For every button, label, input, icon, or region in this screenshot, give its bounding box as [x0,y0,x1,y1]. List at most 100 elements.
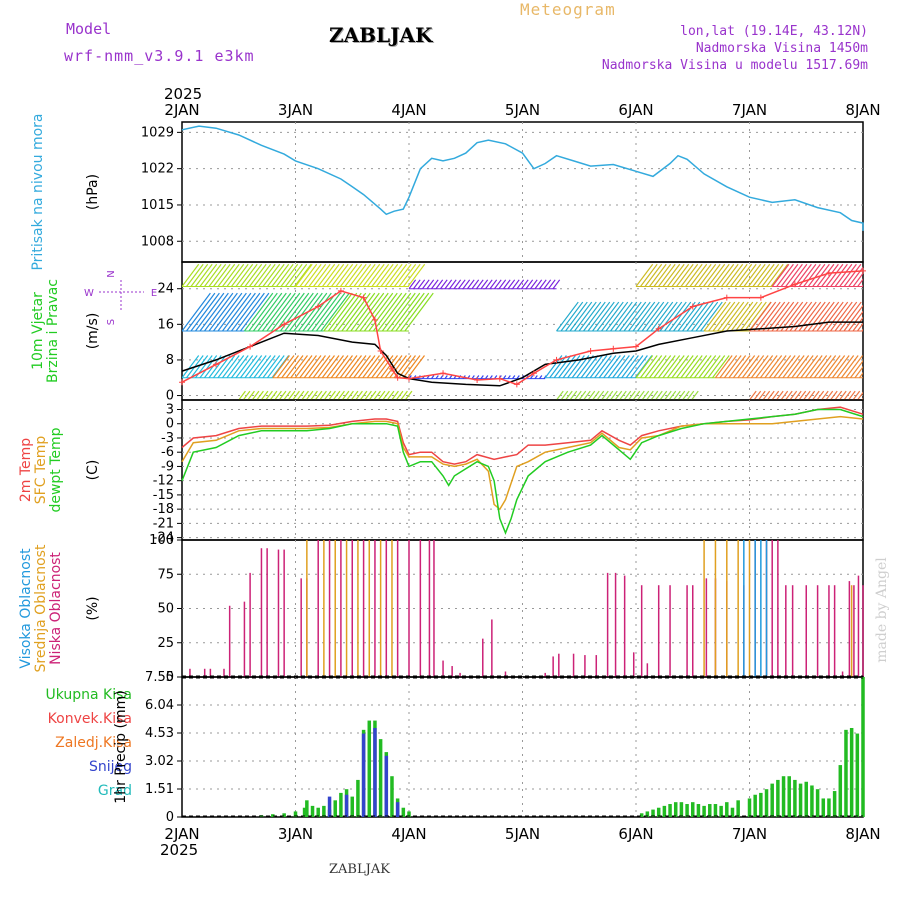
wind-barb [614,390,623,400]
precip-legend-label: Snijeg [89,759,132,775]
gust-marker [825,270,832,277]
wind-barb [749,301,772,332]
cloud-bar [850,585,853,677]
wind-barb [321,355,340,379]
compass-east: E [151,288,157,299]
gust-marker [513,381,520,388]
wind-barb [694,355,712,379]
wind-barb [182,292,211,332]
wind-barb [285,355,304,379]
precip-bar [781,776,786,817]
wind-barb [743,263,762,287]
time-label-top: 2JAN [164,101,199,119]
precip-bar [316,807,320,817]
cloud-bar [203,668,206,677]
precip-bar [639,813,644,817]
wind-barb [247,390,255,400]
wind-barb [712,301,736,332]
wind-barb [668,301,692,332]
wind-barb [272,355,290,379]
wind-barb [596,390,605,400]
wind-barb [208,263,227,287]
cloud-bar [640,585,643,677]
wind-barb [382,390,390,400]
wind-barb [634,355,653,379]
wind-axis-label: Brzina i Pravac [45,279,61,383]
wind-barb [413,279,421,290]
wind-barb [322,263,340,287]
wind-barb [435,279,444,290]
wind-barb [807,263,826,287]
cloud-bar [451,666,453,677]
wind-barb [601,301,624,332]
wind-barb [489,279,498,290]
wind-barb [516,375,520,379]
cloud-bar [614,572,617,677]
wind-barb [242,390,251,400]
cloud-axis-label: Srednja Oblacnost [33,544,49,672]
wind-barb [190,355,209,379]
wind-barb [791,355,810,379]
precip-bar [787,776,791,817]
y-tick-label: 100 [149,533,174,548]
gust-marker [337,287,344,294]
wind-barb [271,263,290,287]
wind-barb [326,263,345,287]
wind-barb [821,263,839,287]
wind-barb [235,292,265,332]
precip-bar [804,781,808,817]
precip-bar [753,794,757,817]
wind-barb [199,263,218,287]
y-tick-label: 6.04 [145,698,174,713]
gust-marker [655,325,662,332]
wind-barb [592,301,615,332]
cloud-bar [857,575,860,677]
precip-bar [344,794,349,817]
wind-barb [776,263,794,287]
wind-barb [839,390,847,400]
wind-barb [780,263,799,287]
cloud-bar [260,548,263,677]
wind-barb [767,390,775,400]
gust-marker [406,375,412,382]
model-altitude-info: Nadmorska Visina u modelu 1517.69m [601,58,868,73]
wind-barb [707,355,726,379]
time-label-top: 8JAN [845,101,880,119]
precip-bar [776,779,780,817]
temperature-unit-label: (C) [85,460,101,481]
precip-bar [747,798,752,817]
y-tick-label: -15 [153,488,174,503]
wind-barb [676,355,694,379]
precip-bar [855,733,860,817]
wind-barb [543,279,552,290]
wind-barb [313,263,331,287]
wind-barb [288,292,319,332]
wind-barb [306,292,337,332]
y-tick-label: 24 [157,282,174,297]
wind-barb [635,263,654,287]
wind-barb [746,355,765,379]
y-tick-label: 1015 [141,198,174,213]
wind-barb [422,279,430,290]
cloud-bar [351,540,353,677]
wind-barb [776,301,799,332]
time-label-bottom: 5JAN [505,825,540,843]
time-label-top: 6JAN [618,101,653,119]
wind-barb [827,355,846,379]
wind-barb [226,263,245,287]
cloud-axis-label: Visoka Oblacnost [18,548,34,669]
wind-barb [217,355,236,379]
wind-barb [707,263,726,287]
wind-barb [789,263,808,287]
cloud-bar [300,578,302,677]
wind-barb [798,301,822,332]
cloud-bar [228,605,231,677]
time-label-bottom: 3JAN [278,825,313,843]
wind-barb [359,390,368,400]
cloud-bar [777,540,779,677]
gust-marker [553,356,560,363]
wind-barb [735,301,758,332]
wind-barb [569,301,593,332]
gust-marker [757,294,764,301]
wind-barb [730,301,754,332]
